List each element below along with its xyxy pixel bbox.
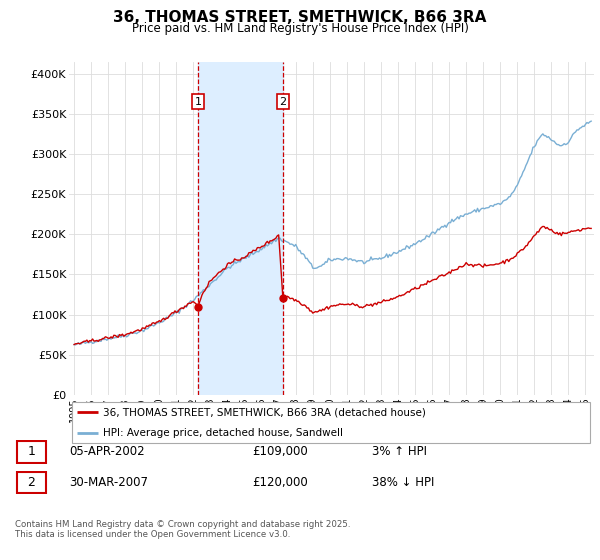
Text: 36, THOMAS STREET, SMETHWICK, B66 3RA (detached house): 36, THOMAS STREET, SMETHWICK, B66 3RA (d… (103, 408, 426, 418)
Text: 2: 2 (280, 96, 286, 106)
FancyBboxPatch shape (17, 441, 46, 463)
Text: Contains HM Land Registry data © Crown copyright and database right 2025.
This d: Contains HM Land Registry data © Crown c… (15, 520, 350, 539)
Text: 3% ↑ HPI: 3% ↑ HPI (372, 445, 427, 459)
Text: £109,000: £109,000 (252, 445, 308, 459)
Text: 38% ↓ HPI: 38% ↓ HPI (372, 476, 434, 489)
Text: £120,000: £120,000 (252, 476, 308, 489)
Text: 2: 2 (28, 476, 35, 489)
Text: 30-MAR-2007: 30-MAR-2007 (69, 476, 148, 489)
Bar (198, 62, 283, 395)
Text: Price paid vs. HM Land Registry's House Price Index (HPI): Price paid vs. HM Land Registry's House … (131, 22, 469, 35)
Text: 36, THOMAS STREET, SMETHWICK, B66 3RA: 36, THOMAS STREET, SMETHWICK, B66 3RA (113, 10, 487, 25)
FancyBboxPatch shape (17, 472, 46, 493)
FancyBboxPatch shape (71, 402, 590, 444)
Point (278, 294, 288, 303)
Text: 1: 1 (194, 96, 202, 106)
Point (193, 303, 203, 312)
Text: 05-APR-2002: 05-APR-2002 (69, 445, 145, 459)
Text: HPI: Average price, detached house, Sandwell: HPI: Average price, detached house, Sand… (103, 428, 343, 438)
Text: 1: 1 (28, 445, 35, 459)
